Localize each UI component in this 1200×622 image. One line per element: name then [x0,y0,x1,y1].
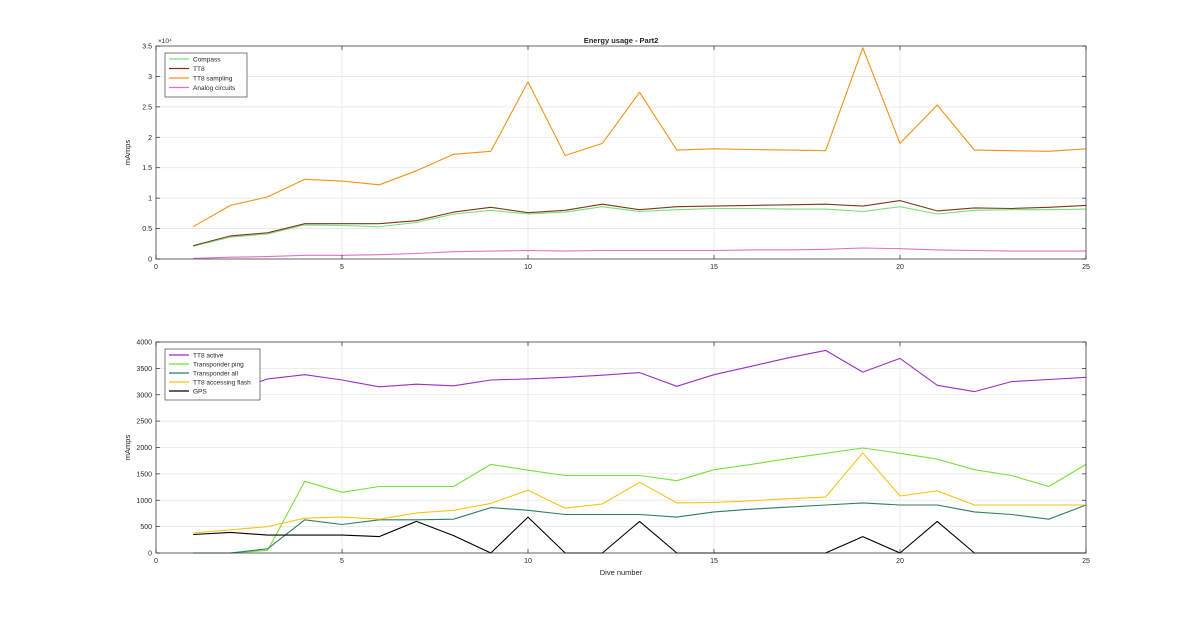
chart-title: Energy usage - Part2 [584,36,659,45]
x-tick-label: 25 [1082,264,1090,271]
x-tick-label: 0 [154,264,158,271]
axes-box [155,45,1087,260]
y-tick-label: 2 [148,135,152,142]
legend-label-transponder-all: Transponder all [193,370,238,377]
y-tick-label: 3500 [136,366,152,373]
y-tick-label: 0 [148,551,152,558]
y-tick-label: 2.5 [142,104,152,111]
bottom-plot-energy-usage: 0 5 10 15 20 25 0 500 1000 1500 2000 2500 3000 3500 40… [123,340,1090,578]
legend-label-analog-circuits: Analog circuits [193,85,236,92]
legend-box [164,52,248,98]
series-line-transponder-all [193,502,1087,554]
top-plot-energy-usage: 0 5 10 15 20 25 0 0.5 1 1.5 2 2.5 3 3.5 ×10⁴ Energy usa… [123,36,1090,271]
y-tick-label: 1.5 [142,165,152,172]
series-line-tt8-active [193,349,1087,398]
y-tick-label: 1500 [136,471,152,478]
y-tick-label: 3000 [136,392,152,399]
series-line-tt8 [193,200,1087,247]
x-tick-label: 15 [710,264,718,271]
x-axis-label: Dive number [600,568,643,577]
y-tick-label: 1 [148,196,152,203]
y-tick-label: 1000 [136,498,152,505]
x-tick-label: 20 [896,264,904,271]
x-tick-label: 10 [524,558,532,565]
x-tick-label: 15 [710,558,718,565]
x-tick-label: 10 [524,264,532,271]
series-line-gps [193,516,1086,554]
y-tick-label: 2500 [136,419,152,426]
x-tick-label: 5 [340,264,344,271]
y-tick-label: 3.5 [142,44,152,51]
x-tick-label: 20 [896,558,904,565]
y-tick-label: 4000 [136,340,152,347]
legend: TT8 active Transponder ping Transponder al… [164,348,261,401]
legend-label-gps: GPS [193,388,207,395]
y-tick-label: 0 [148,257,152,264]
legend-label-transponder-ping: Transponder ping [193,361,244,368]
legend-label-tt8-accessing-flash: TT8 accessing flash [193,379,251,386]
series-line-tt8-accessing-flash [193,452,1086,534]
series-line-compass [193,206,1087,247]
legend-label-tt8: TT8 [193,66,205,73]
series-line-transponder-ping [193,447,1087,554]
series-line-tt8-sampling [192,47,1087,228]
x-tick-label: 5 [340,558,344,565]
y-tick-label: 3 [148,74,152,81]
y-tick-label: 500 [140,524,152,531]
y-exponent-label: ×10⁴ [158,38,172,45]
legend-label-tt8-active: TT8 active [193,352,224,359]
legend: Compass TT8 TT8 sampling Analog circuits [164,52,248,98]
y-tick-label: 2000 [136,445,152,452]
x-tick-label: 0 [154,558,158,565]
x-tick-label: 25 [1082,558,1090,565]
legend-label-compass: Compass [193,56,221,63]
y-tick-label: 0.5 [142,226,152,233]
y-axis-label: mAmps [123,140,132,166]
legend-label-tt8-sampling: TT8 sampling [193,75,233,82]
y-axis-label: mAmps [123,435,132,461]
